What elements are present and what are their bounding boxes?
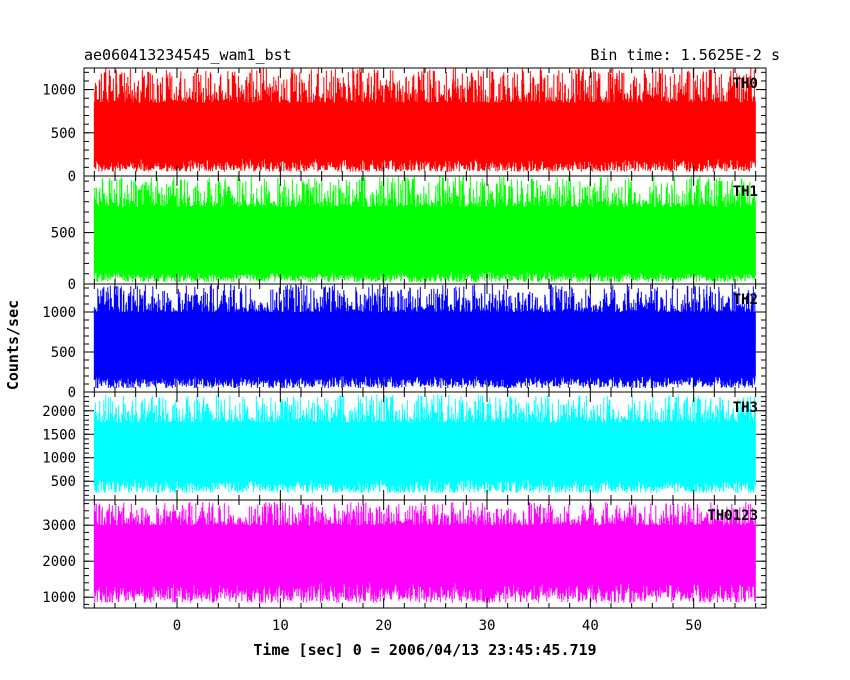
y-tick-label: 2000 <box>42 554 76 570</box>
panel-th1: 0 500 TH1 <box>51 175 767 293</box>
y-tick-label: 0 <box>68 277 76 293</box>
series-line-th1 <box>93 176 756 282</box>
x-tick-label: 40 <box>582 618 599 634</box>
y-tick-label: 500 <box>51 226 76 242</box>
panel-label-th2: TH2 <box>733 292 758 308</box>
panel-th0: 0 500 1000 TH0 <box>42 67 767 185</box>
y-tick-label: 500 <box>51 474 76 490</box>
y-axis-label: Counts/sec <box>4 300 22 390</box>
y-tick-label: 1000 <box>42 305 76 321</box>
panel-th3: 500 1000 1500 2000 TH3 <box>42 391 767 501</box>
x-axis-label: Time [sec] 0 = 2006/04/13 23:45:45.719 <box>253 641 596 659</box>
y-tick-label: 1000 <box>42 451 76 467</box>
y-tick-label: 0 <box>68 169 76 185</box>
series-line-th3 <box>93 394 756 493</box>
panel-th0123: 1000 2000 3000 TH0123 <box>42 499 767 609</box>
series-line-th0 <box>93 68 756 172</box>
y-tick-label: 0 <box>68 385 76 401</box>
panel-label-th3: TH3 <box>733 400 758 416</box>
y-tick-label: 500 <box>51 345 76 361</box>
y-tick-label: 1000 <box>42 83 76 99</box>
x-tick-label: 0 <box>173 618 181 634</box>
y-tick-label: 1500 <box>42 427 76 443</box>
panel-label-th1: TH1 <box>733 184 758 200</box>
series-line-th2 <box>93 284 756 388</box>
chart-title: ae060413234545_wam1_bst <box>84 46 292 64</box>
panel-label-th0: TH0 <box>733 76 758 92</box>
x-tick-label: 20 <box>375 618 392 634</box>
y-tick-label: 1000 <box>42 590 76 606</box>
y-tick-label: 2000 <box>42 404 76 420</box>
y-tick-label: 500 <box>51 126 76 142</box>
panel-label-th0123: TH0123 <box>707 508 758 524</box>
chart-subtitle: Bin time: 1.5625E-2 s <box>590 46 780 64</box>
x-tick-label: 50 <box>685 618 702 634</box>
series-line-th0123 <box>93 501 756 603</box>
x-tick-label: 30 <box>479 618 496 634</box>
x-tick-label: 10 <box>272 618 289 634</box>
panel-th2: 0 500 1000 TH2 <box>42 283 767 401</box>
y-tick-label: 3000 <box>42 518 76 534</box>
